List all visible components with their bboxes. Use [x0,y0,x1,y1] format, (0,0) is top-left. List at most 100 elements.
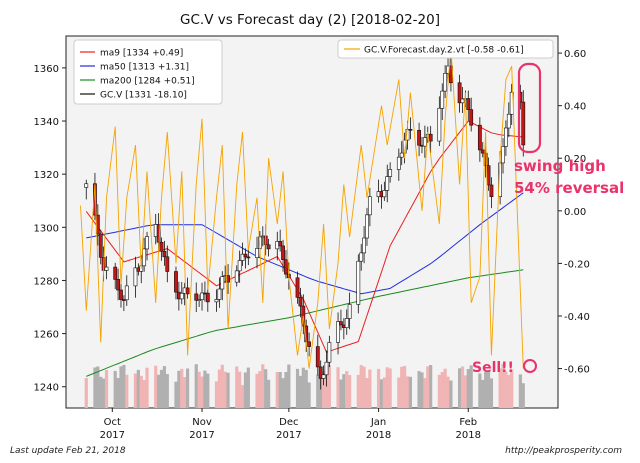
candle-body [220,276,225,290]
volume-bar [243,372,248,408]
candle-body [185,287,190,295]
candle-body [93,183,97,216]
volume-bar [510,369,514,408]
volume-bar [466,368,470,408]
candle-body [142,248,147,267]
candle-body [214,299,219,303]
volume-bar [365,378,369,408]
candle-body [284,259,288,275]
volume-bar [287,364,291,408]
volume-bar [159,369,164,408]
candle-body [116,279,120,291]
volume-bar [420,372,424,408]
y-right-tick-label: -0.20 [564,259,590,270]
volume-bar [518,374,522,408]
volume-bar [93,367,97,408]
forecast-layer [80,47,524,369]
volume-bar [501,364,505,408]
volume-bar [321,370,326,408]
volume-bar [443,368,447,408]
volume-bar [246,367,250,408]
volume-bar [356,374,360,408]
volume-bar [264,369,268,408]
candle-body [234,270,239,283]
candle-body [382,190,387,198]
volume-bar [200,376,204,408]
candle-body [428,133,433,142]
volume-bar [84,378,88,408]
candle-body [124,285,129,301]
volume-layer [84,364,525,408]
candle-body [200,292,204,300]
candle-body [133,267,138,287]
candle-body [501,146,505,164]
volume-bar [116,377,120,408]
volume-bar [405,376,410,408]
candle-body [84,183,89,188]
candle-body [145,236,149,250]
volume-bar [481,379,485,408]
volume-bar [162,366,166,408]
candle-body [243,253,248,258]
y-right-tick-label: -0.60 [564,365,590,376]
volume-bar [307,382,311,408]
volume-bar [336,367,340,408]
volume-bar [397,377,401,408]
x-tick-month: Feb [459,417,477,428]
candle-body [237,260,242,272]
candle-body [388,169,393,177]
y-right-tick-label: 0.60 [564,49,586,60]
candle-body [205,292,210,303]
volume-bar [281,378,285,408]
volume-bar [446,376,450,408]
volume-bar [423,378,427,408]
volume-bar [469,365,473,408]
candle-body [336,321,340,343]
candle-body [483,152,488,166]
volume-bar [177,370,181,408]
legend-ma200: ma200 [1284 +0.51] [100,77,195,87]
volume-bar [266,379,271,408]
volume-bar [99,376,103,408]
volume-bar [301,367,305,408]
volume-bar [388,368,392,408]
y-right-tick-label: 0.00 [564,207,586,218]
candle-body [321,374,326,379]
legend-ma9: ma9 [1334 +0.49] [100,49,183,59]
axes-layer: 1240 1260 1280 1300 1320 1340 1360 -0.60 -0.40 -0… [34,49,590,441]
candle-body [278,241,283,247]
candle-body [194,293,199,301]
candle-body [443,72,448,92]
volume-bar [104,369,109,408]
volume-bar [368,369,372,408]
candle-body [298,297,303,307]
volume-bar [214,381,219,408]
candle-body [246,256,251,259]
volume-bar [165,374,169,408]
candle-body [98,233,103,258]
volume-bar [298,375,303,408]
volume-bar [408,376,412,408]
candle-body [399,152,404,158]
candle-body [417,129,421,146]
volume-bar [403,365,407,408]
y-left-tick-label: 1240 [34,383,59,394]
volume-bar [238,371,242,408]
candle-body [318,366,323,379]
volume-bar [125,374,129,408]
volume-bar [458,368,462,408]
candle-body [365,214,369,239]
reversal-label: 54% reversal [514,179,624,197]
volume-bar [385,367,389,408]
volume-bar [102,378,106,408]
candle-body [104,266,109,271]
chart-title: GC.V vs Forecast day (2) [2018-02-20] [180,12,440,28]
volume-bar [119,366,123,408]
volume-bar [203,370,207,408]
candle-body [460,98,465,104]
volume-bar [261,364,265,408]
candle-body [174,271,178,293]
y-left-tick-label: 1320 [34,170,59,181]
volume-bar [223,371,227,408]
